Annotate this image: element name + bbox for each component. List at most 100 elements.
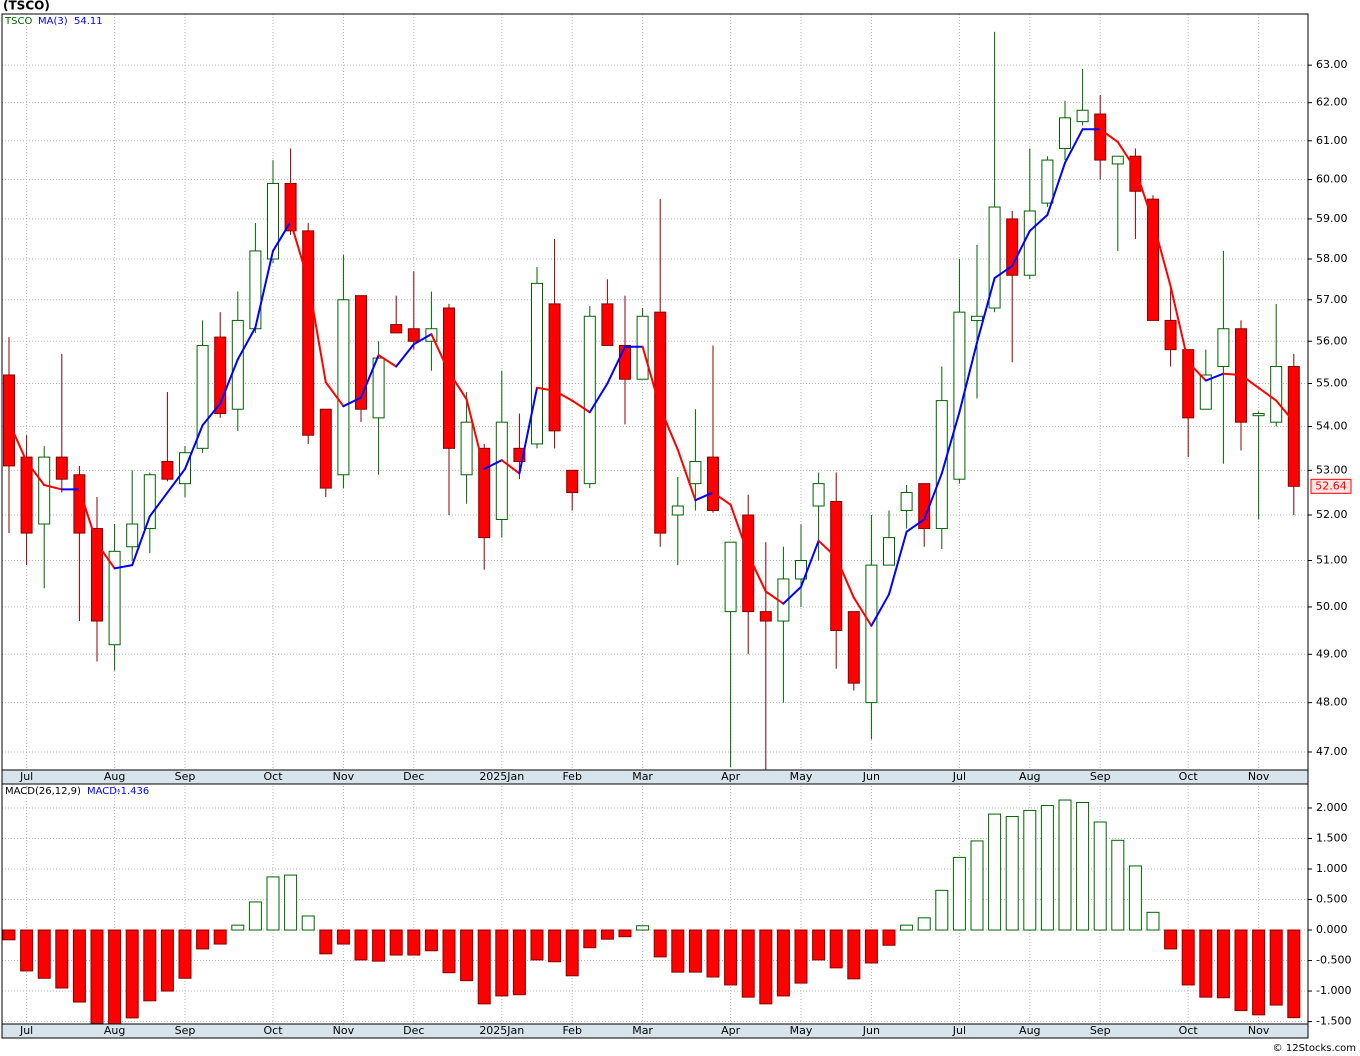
ma-segment — [1028, 213, 1049, 232]
candle-body — [372, 357, 385, 419]
macd-bar — [407, 929, 421, 956]
ma-segment — [254, 249, 274, 329]
y-tick-label: 55.00 — [1316, 377, 1348, 390]
y-tick-label: 50.00 — [1316, 600, 1348, 613]
macd-bar — [389, 929, 403, 956]
candle-body — [1041, 159, 1054, 204]
ma-segment — [888, 530, 908, 596]
macd-bar — [812, 929, 826, 961]
macd-bar — [90, 929, 104, 1024]
x-tick-label: Sep — [175, 770, 196, 783]
ma-segment — [1187, 361, 1207, 382]
candle-body — [812, 483, 825, 507]
macd-bar — [301, 915, 315, 931]
candle-body — [196, 344, 209, 449]
ma-segment — [870, 593, 890, 627]
macd-bar — [20, 929, 34, 972]
macd-bar — [759, 929, 773, 1005]
ma-segment — [571, 399, 591, 414]
x-tick-label: Nov — [333, 770, 355, 783]
ma-segment — [272, 220, 292, 252]
x-tick-label: Jul — [952, 770, 966, 783]
macd-name: MACD: — [87, 786, 120, 797]
x-tick-label: Aug — [104, 770, 125, 783]
candle-body — [443, 307, 455, 449]
candle-body — [865, 564, 878, 704]
ma-segment — [905, 518, 926, 533]
candle-body — [1094, 113, 1107, 161]
ma-segment — [1046, 161, 1066, 216]
y-tick-label: 58.00 — [1316, 252, 1348, 265]
legend-ma: MA(3) — [38, 16, 68, 27]
ma-segment — [993, 264, 1014, 280]
macd-bar — [1076, 801, 1090, 931]
candle-body — [407, 328, 420, 342]
ma-segment — [1134, 168, 1154, 223]
x-tick-label: May — [790, 1024, 813, 1037]
candle-body — [742, 514, 755, 613]
macd-bar — [565, 929, 579, 977]
candle-body — [583, 315, 596, 485]
macd-bar — [900, 924, 914, 931]
macd-bar — [55, 929, 69, 989]
layer: 47.00 48.00 49.00 50.00 51.00 52.00 53.00 54.00… — [2, 14, 1352, 1037]
last-price-label: 52.64 — [1315, 479, 1347, 492]
ma-segment — [1152, 220, 1172, 288]
ma-segment — [184, 424, 204, 471]
macd-bar — [108, 929, 122, 1024]
macd-bar — [266, 876, 280, 931]
macd-bar — [706, 929, 720, 978]
candle-body — [390, 324, 403, 334]
macd-bar — [1040, 805, 1054, 931]
macd-bar — [583, 929, 597, 949]
ma-segment — [412, 333, 433, 346]
ma-segment — [377, 354, 398, 368]
watermark: © 12Stocks.com — [1273, 1043, 1356, 1054]
candle-body — [1270, 366, 1283, 423]
ma-segment — [588, 382, 609, 414]
candle-body — [1164, 319, 1177, 351]
x-tick-label: Jun — [862, 770, 880, 783]
ma-segment — [1099, 128, 1119, 143]
x-tick-label: Jun — [862, 1024, 880, 1037]
price-plot — [2, 14, 1308, 770]
ma-segment — [1240, 373, 1260, 389]
macd-bar — [917, 917, 931, 931]
x-tick-label: Nov — [1248, 1024, 1270, 1037]
ma-segment — [201, 402, 222, 427]
ma-segment — [166, 468, 186, 494]
x-tick-label: Sep — [175, 1024, 196, 1037]
ma-segment — [641, 345, 662, 409]
ma-segment — [360, 354, 380, 399]
macd-bar — [671, 929, 685, 973]
candle-body — [1006, 218, 1019, 276]
macd-bar — [829, 929, 843, 969]
candle-body — [619, 344, 631, 380]
macd-bar — [847, 929, 861, 980]
legend-symbol: TSCO — [4, 16, 32, 27]
ma-segment — [976, 277, 996, 344]
candle-body — [91, 528, 103, 622]
ma-segment — [923, 472, 943, 521]
ma-segment — [747, 553, 767, 593]
macd-bar — [37, 929, 51, 979]
macd-bar — [1005, 816, 1019, 931]
ma-segment — [606, 345, 626, 385]
ma-segment — [676, 448, 697, 502]
ma-segment — [1169, 285, 1190, 364]
macd-bar — [125, 929, 139, 1019]
ma-segment — [342, 396, 362, 408]
ma-segment — [289, 220, 310, 282]
candle-body — [1147, 198, 1159, 321]
x-tick-label: Apr — [721, 770, 741, 783]
ma-segment — [307, 279, 327, 384]
ma-segment — [131, 515, 151, 567]
candle-body — [883, 537, 895, 566]
ma-segment — [236, 326, 257, 361]
macd-bar — [882, 929, 896, 946]
macd-bar — [372, 929, 386, 962]
x-tick-label: Jul — [952, 1024, 966, 1037]
candle-body — [267, 182, 279, 260]
